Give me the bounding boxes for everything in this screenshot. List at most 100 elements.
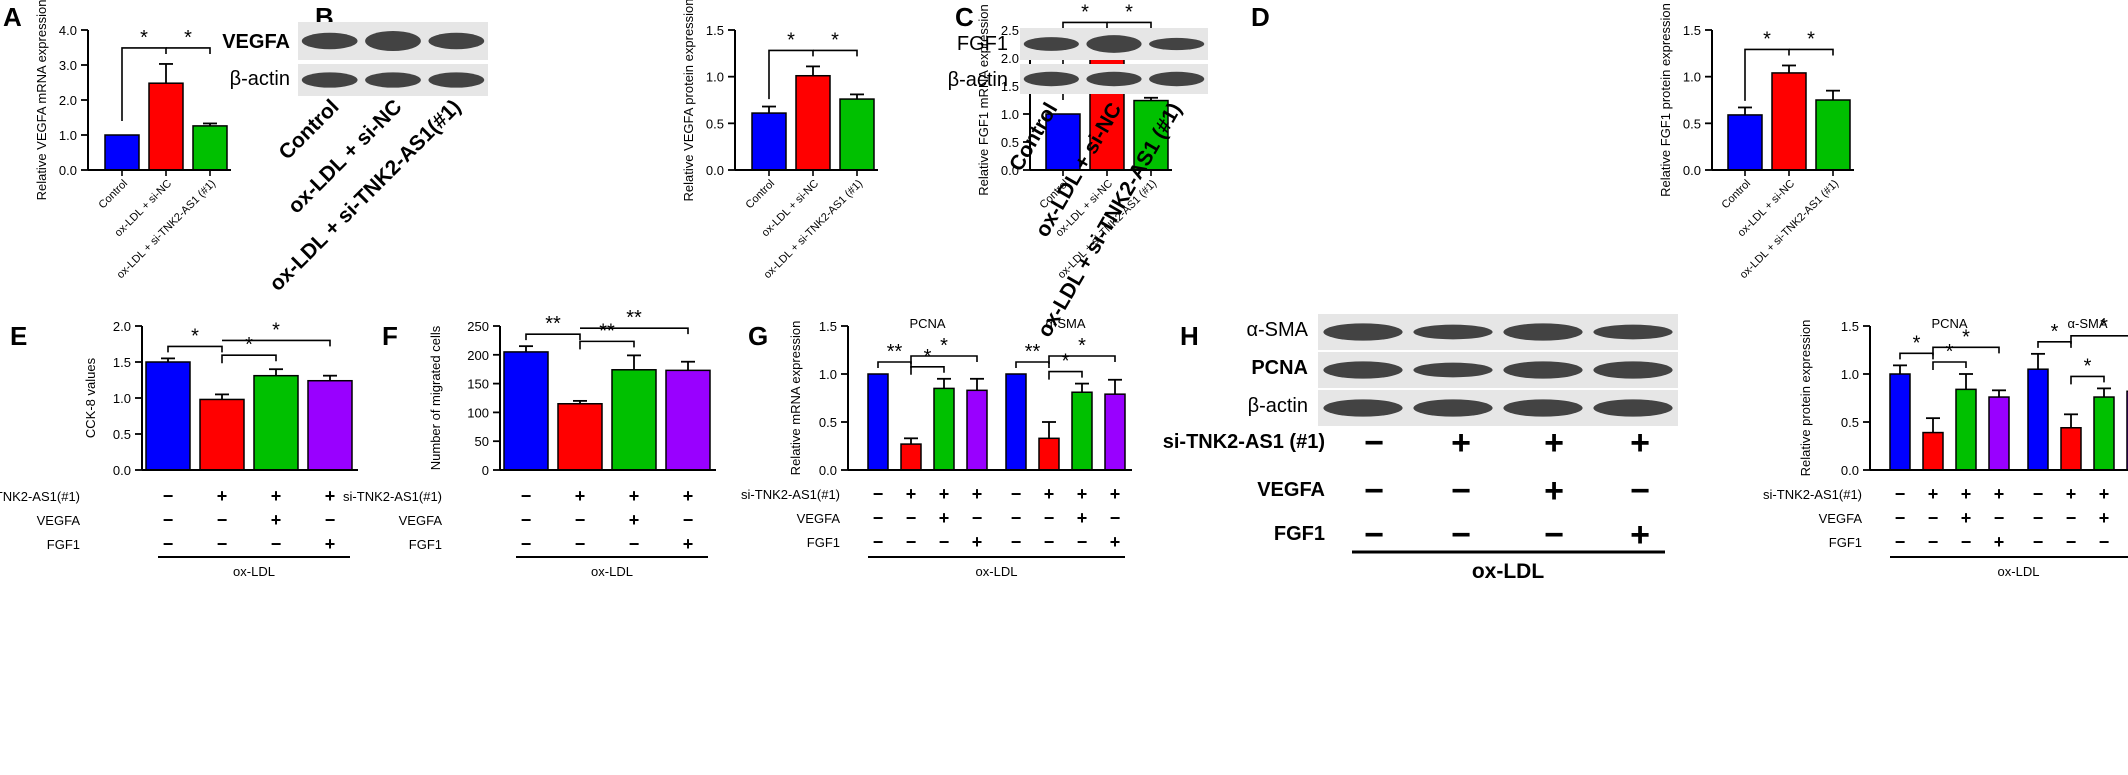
group-label: PCNA <box>909 316 945 331</box>
treatment-sign: − <box>2033 508 2044 528</box>
treatment-sign: − <box>1044 532 1055 552</box>
treatment-sign: − <box>1011 532 1022 552</box>
treatment-row-label: VEGFA <box>37 513 81 528</box>
treatment-sign: + <box>683 486 694 506</box>
bar <box>1045 113 1081 171</box>
significance-bracket-line <box>1789 48 1834 56</box>
treatment-row-label: FGF1 <box>1274 523 1325 545</box>
significance-bracket: ** <box>579 320 635 350</box>
y-axis-label: Relative FGF1 mRNA expression <box>976 4 991 195</box>
treatment-sign: + <box>683 534 694 554</box>
significance-bracket-line <box>167 345 223 353</box>
significance-bracket: * <box>1107 1 1152 29</box>
y-tick-label: 0 <box>482 463 489 478</box>
treatment-sign: − <box>2099 532 2110 552</box>
significance-bracket: * <box>1789 28 1834 56</box>
y-tick-label: 1.5 <box>706 23 724 38</box>
y-tick-label: 1.5 <box>1841 319 1859 334</box>
treatment-sign: − <box>1077 532 1088 552</box>
treatment-sign: − <box>873 484 884 504</box>
blot-row-label: β-actin <box>1248 395 1308 417</box>
significance-bracket: * <box>121 27 167 121</box>
significance-mark: * <box>1062 351 1070 373</box>
bar <box>933 387 955 471</box>
treatment-sign: + <box>2066 484 2077 504</box>
y-tick-label: 0.0 <box>59 163 77 178</box>
significance-mark: ** <box>887 341 903 363</box>
treatment-sign: − <box>1895 532 1906 552</box>
significance-bracket-line <box>768 49 814 100</box>
x-category-label: Control <box>744 178 778 212</box>
bar <box>2027 368 2049 471</box>
treatment-row-label: si-TNK2-AS1(#1) <box>343 489 442 504</box>
significance-bracket-line <box>910 365 945 375</box>
bar <box>1771 72 1807 171</box>
y-tick-label: 1.0 <box>1001 107 1019 122</box>
y-axis-label: Relative VEGFA protein expression <box>681 0 696 202</box>
y-tick-label: 2.0 <box>1001 51 1019 66</box>
treatment-sign: + <box>629 486 640 506</box>
bar <box>1104 393 1126 471</box>
significance-bracket-line <box>121 47 167 121</box>
bar <box>1889 373 1911 471</box>
panel-letter: H <box>1180 321 1199 351</box>
y-tick-label: 1.5 <box>819 319 837 334</box>
blot-row-label: β-actin <box>948 69 1008 91</box>
significance-mark: * <box>272 319 280 341</box>
blot-h-actin <box>1318 390 1678 426</box>
significance-bracket: ** <box>877 341 912 368</box>
bar <box>867 373 889 471</box>
y-tick-label: 0.0 <box>1841 463 1859 478</box>
x-category-label: Control <box>97 178 131 212</box>
y-tick-label: 0.5 <box>1841 415 1859 430</box>
significance-bracket: * <box>813 29 858 57</box>
blot-band <box>1023 37 1079 51</box>
treatment-sign: + <box>1110 532 1121 552</box>
bar <box>2093 396 2115 471</box>
blot-band <box>1323 323 1403 341</box>
treatment-row-label: VEGFA <box>1257 479 1325 501</box>
treatment-sign: − <box>1011 508 1022 528</box>
treatment-sign: − <box>1451 516 1471 554</box>
treatment-row-label: FGF1 <box>409 537 442 552</box>
blot-band <box>1323 399 1403 417</box>
significance-bracket-line <box>1899 352 1934 360</box>
blot-band <box>1149 37 1205 51</box>
treatment-row-label: si-TNK2-AS1(#1) <box>1763 487 1862 502</box>
significance-bracket: * <box>222 319 331 347</box>
significance-bracket: * <box>1048 351 1083 380</box>
significance-mark: * <box>2051 321 2059 343</box>
treatment-sign: − <box>906 508 917 528</box>
treatment-sign: − <box>1451 472 1471 510</box>
y-tick-label: 150 <box>467 377 489 392</box>
treatment-row-label: FGF1 <box>1829 535 1862 550</box>
bar <box>611 369 657 471</box>
significance-bracket: * <box>2070 355 2105 385</box>
significance-bracket-line <box>1744 48 1790 101</box>
significance-mark: * <box>787 29 795 51</box>
significance-bracket: * <box>910 335 978 364</box>
treatment-sign: − <box>1364 424 1384 462</box>
treatment-sign: − <box>1928 508 1939 528</box>
significance-bracket-line <box>1932 346 2000 356</box>
bar <box>192 125 228 171</box>
bar <box>148 82 184 171</box>
treatment-sign: − <box>521 510 532 530</box>
blot-band <box>365 30 421 52</box>
significance-mark: * <box>1962 326 1970 348</box>
blot-row-label: α-SMA <box>1246 319 1308 341</box>
significance-bracket-line <box>579 340 635 350</box>
significance-bracket-line <box>910 355 978 364</box>
treatment-sign: − <box>1011 484 1022 504</box>
treatment-sign: − <box>575 510 586 530</box>
treatment-row-label: si-TNK2-AS1(#1) <box>0 489 80 504</box>
significance-bracket: * <box>1932 326 2000 356</box>
y-tick-label: 1.5 <box>1001 79 1019 94</box>
treatment-sign: + <box>939 508 950 528</box>
significance-mark: ** <box>626 307 642 329</box>
y-tick-label: 100 <box>467 405 489 420</box>
significance-bracket-line <box>1048 370 1083 380</box>
treatment-sign: + <box>2099 508 2110 528</box>
y-tick-label: 2.5 <box>1001 23 1019 38</box>
